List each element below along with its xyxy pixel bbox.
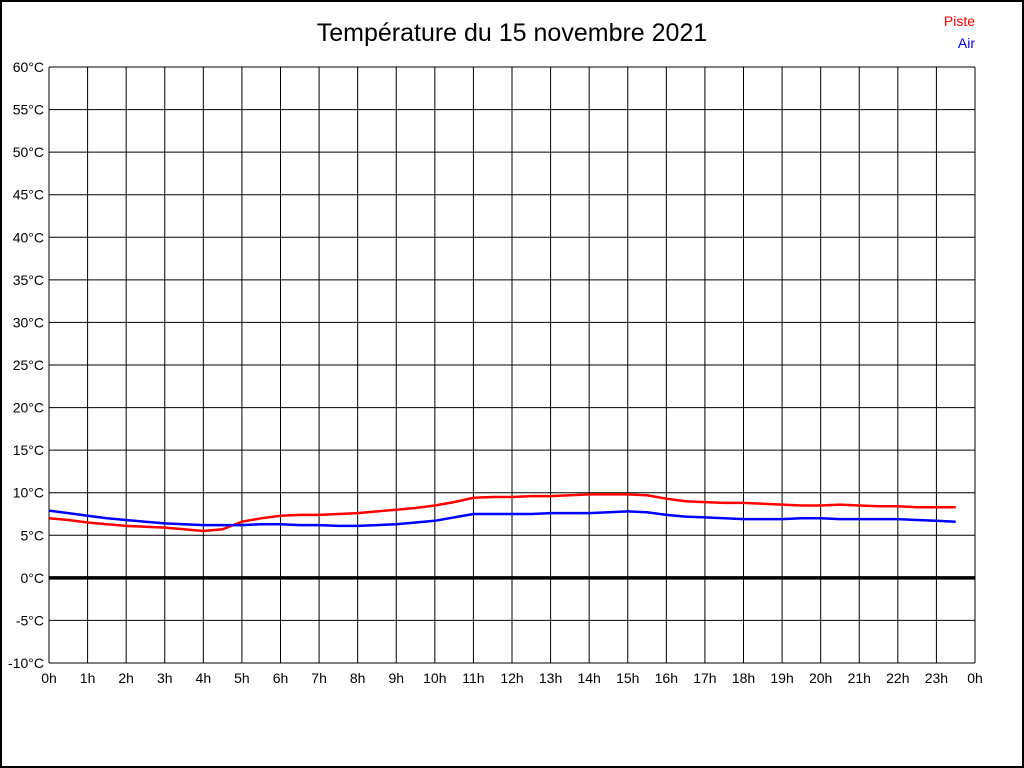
- legend-item-piste: Piste: [943, 13, 975, 29]
- y-axis-tick-label: 15°C: [13, 442, 44, 458]
- y-axis-tick-label: 40°C: [13, 229, 44, 245]
- x-axis-tick-label: 19h: [770, 670, 793, 686]
- x-axis-tick-label: 23h: [925, 670, 948, 686]
- chart-title: Température du 15 novembre 2021: [316, 19, 708, 47]
- x-axis-tick-label: 9h: [388, 670, 404, 686]
- x-axis-tick-label: 12h: [500, 670, 523, 686]
- x-axis-tick-label: 7h: [311, 670, 327, 686]
- y-axis-tick-label: 0°C: [21, 570, 45, 586]
- x-axis-tick-label: 17h: [693, 670, 716, 686]
- x-axis-tick-label: 20h: [809, 670, 832, 686]
- x-axis-tick-label: 0h: [41, 670, 57, 686]
- chart-legend: Piste Air: [944, 10, 975, 54]
- x-axis-tick-label: 1h: [80, 670, 96, 686]
- legend-item-air: Air: [957, 35, 975, 51]
- x-axis-tick-label: 8h: [350, 670, 366, 686]
- y-axis-tick-label: 50°C: [13, 144, 44, 160]
- y-axis-tick-label: 10°C: [13, 485, 44, 501]
- x-axis-tick-label: 11h: [462, 670, 484, 686]
- x-axis-tick-label: 21h: [848, 670, 871, 686]
- x-axis-tick-label: 5h: [234, 670, 250, 686]
- x-axis-tick-label: 2h: [118, 670, 134, 686]
- y-axis-tick-label: 5°C: [21, 527, 45, 543]
- y-axis-tick-label: -5°C: [16, 612, 44, 628]
- y-axis-tick-label: 60°C: [13, 59, 44, 75]
- x-axis-tick-label: 14h: [577, 670, 600, 686]
- x-axis-tick-label: 13h: [539, 670, 562, 686]
- y-axis-tick-label: 30°C: [13, 314, 44, 330]
- y-axis-tick-label: -10°C: [8, 655, 44, 671]
- x-axis-tick-label: 22h: [886, 670, 909, 686]
- x-axis-tick-label: 3h: [157, 670, 173, 686]
- x-axis-tick-label: 16h: [655, 670, 678, 686]
- series-line-air: [48, 509, 956, 528]
- y-axis-tick-label: 20°C: [13, 400, 44, 416]
- x-axis-tick-label: 0h: [967, 670, 983, 686]
- y-axis-tick-label: 45°C: [13, 187, 44, 203]
- y-axis-tick-label: 55°C: [13, 102, 44, 118]
- x-axis-tick-label: 4h: [196, 670, 212, 686]
- series-line-piste: [48, 493, 956, 533]
- x-axis-tick-label: 15h: [616, 670, 639, 686]
- x-axis-tick-label: 18h: [732, 670, 755, 686]
- x-axis-tick-label: 10h: [423, 670, 446, 686]
- x-axis-tick-label: 6h: [273, 670, 289, 686]
- y-axis-tick-label: 35°C: [13, 272, 44, 288]
- y-axis-tick-label: 25°C: [13, 357, 44, 373]
